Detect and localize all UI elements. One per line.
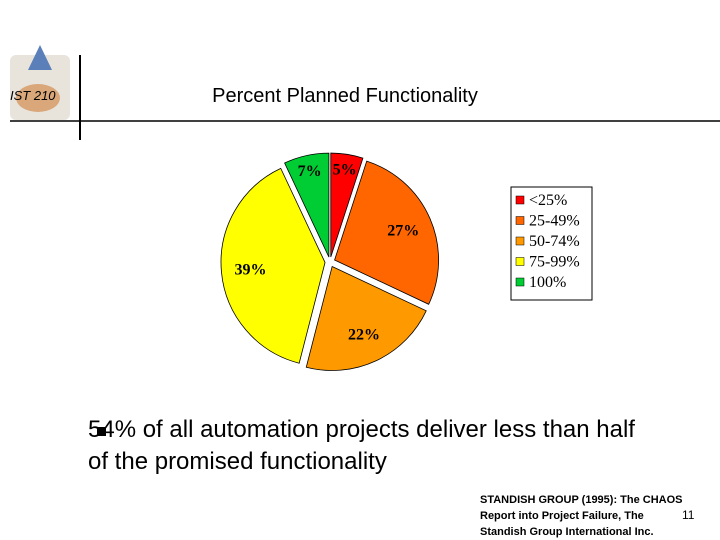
legend-swatch <box>515 236 525 246</box>
source-line: Report into Project Failure, The <box>480 510 644 522</box>
chart-title: Percent Planned Functionality <box>212 85 478 107</box>
legend-label: 50-74% <box>529 233 580 250</box>
legend-label: <25% <box>529 192 567 209</box>
pie-slice <box>330 152 364 258</box>
source-line: Standish Group International Inc. <box>480 526 654 538</box>
data-label: 5% <box>333 162 357 179</box>
data-label: 27% <box>387 222 419 239</box>
pie: 5% 27% 22% 39% 7% <box>220 152 439 371</box>
legend-swatch <box>515 195 525 205</box>
data-label: 7% <box>298 163 322 180</box>
bullet-text: 54% of all automation projects deliver l… <box>88 416 635 475</box>
page-number: 11 <box>682 508 695 522</box>
logo <box>10 45 70 120</box>
pie-slice <box>284 152 330 258</box>
legend-swatch <box>515 216 525 225</box>
data-label: 39% <box>234 262 266 279</box>
legend-swatch <box>515 277 525 287</box>
legend-swatch <box>515 257 525 266</box>
pie-slice <box>334 160 439 305</box>
pie-slice <box>305 265 427 371</box>
pie-slice <box>220 167 326 364</box>
legend-label: 75-99% <box>529 254 580 271</box>
data-label: 22% <box>348 326 380 343</box>
source-line: STANDISH GROUP (1995): The CHAOS <box>480 494 683 506</box>
bullet-marker <box>97 427 106 436</box>
legend-box <box>510 186 593 301</box>
legend-label: 25-49% <box>529 213 580 230</box>
legend-label: 100% <box>529 274 566 291</box>
source-note: STANDISH GROUP (1995): The CHAOS Report i… <box>480 492 683 540</box>
course-label: IST 210 <box>10 88 56 103</box>
